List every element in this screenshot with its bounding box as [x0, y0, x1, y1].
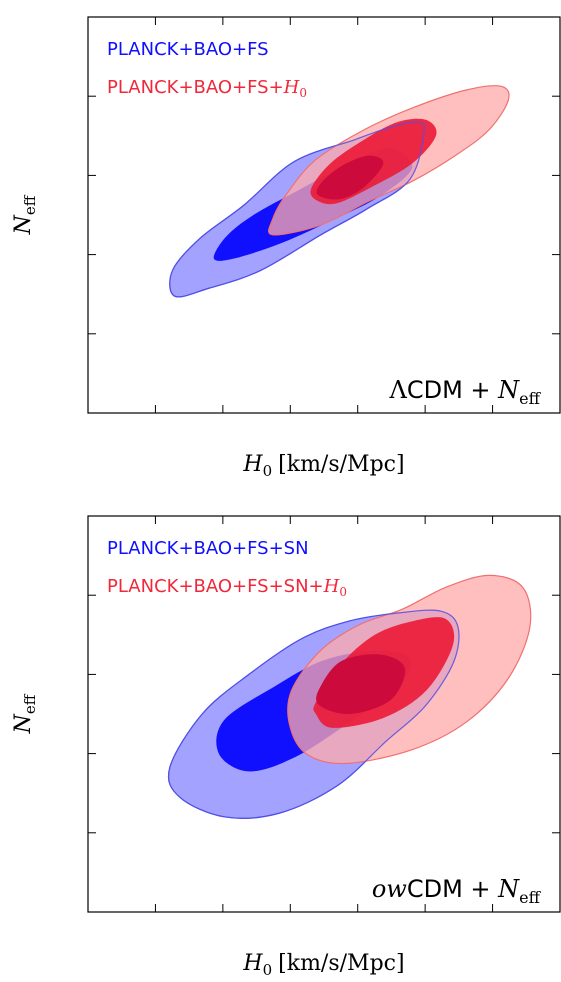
- x-axis-label-unit: [km/s/Mpc]: [278, 452, 404, 477]
- y-axis-label: Neff: [11, 693, 39, 734]
- model-annotation-prefix: Λ: [389, 376, 408, 404]
- legend-entry-suffix-symbol: H: [283, 77, 300, 98]
- y-axis-label-sub: eff: [21, 194, 39, 215]
- x-axis-label-symbol: H: [242, 452, 263, 477]
- legend-entry: PLANCK+BAO+FS+SN+H0: [107, 576, 347, 599]
- legend-entry: PLANCK+BAO+FS+SN: [107, 538, 309, 559]
- model-annotation: owCDM + Neff: [372, 875, 542, 907]
- contour-68-overlap: [316, 155, 384, 200]
- legend-entry-label: PLANCK+BAO+FS+: [107, 77, 284, 98]
- plot-frame: [87, 515, 561, 913]
- y-axis-label-sub: eff: [21, 693, 39, 714]
- model-annotation-symbol: N: [497, 875, 520, 903]
- x-axis-label-symbol: H: [242, 951, 263, 976]
- y-axis-label-symbol: N: [11, 214, 36, 235]
- x-axis-label-sub: 0: [263, 961, 273, 979]
- plot-area: [169, 85, 510, 298]
- x-axis-label: H0 [km/s/Mpc]: [242, 951, 404, 979]
- x-axis-label-unit: [km/s/Mpc]: [278, 951, 404, 976]
- y-axis-label-symbol: N: [11, 713, 36, 734]
- plot-frame: [87, 16, 561, 414]
- model-annotation-sub: eff: [519, 888, 541, 907]
- contour-68-overlap: [316, 654, 406, 715]
- model-annotation-body: CDM +: [407, 376, 498, 404]
- contour-95-blue-outline: [167, 609, 460, 819]
- x-axis-label: H0 [km/s/Mpc]: [242, 452, 404, 480]
- legend-entry-label: PLANCK+BAO+FS+SN: [107, 538, 309, 559]
- model-annotation-body: CDM +: [407, 875, 498, 903]
- contour-95-blue-outline: [169, 121, 426, 298]
- legend-entry-suffix-sub: 0: [339, 585, 347, 599]
- legend-entry-suffix-sub: 0: [299, 86, 307, 100]
- legend-entry: PLANCK+BAO+FS: [107, 39, 269, 60]
- legend-entry-label: PLANCK+BAO+FS: [107, 39, 269, 60]
- panel-bottom: H0 [km/s/Mpc]NeffPLANCK+BAO+FS+SNPLANCK+B…: [11, 515, 561, 979]
- plot-area: [167, 574, 532, 819]
- legend-entry-suffix-symbol: H: [323, 576, 340, 597]
- x-axis-label-sub: 0: [263, 462, 273, 480]
- legend-entry-label: PLANCK+BAO+FS+SN+: [107, 576, 324, 597]
- panel-top: H0 [km/s/Mpc]NeffPLANCK+BAO+FSPLANCK+BAO+…: [11, 16, 561, 480]
- model-annotation-symbol: N: [497, 376, 520, 404]
- y-axis-label: Neff: [11, 194, 39, 235]
- model-annotation: ΛCDM + Neff: [389, 376, 542, 408]
- legend-entry: PLANCK+BAO+FS+H0: [107, 77, 307, 100]
- model-annotation-sub: eff: [519, 389, 541, 408]
- model-annotation-prefix: ow: [372, 875, 407, 903]
